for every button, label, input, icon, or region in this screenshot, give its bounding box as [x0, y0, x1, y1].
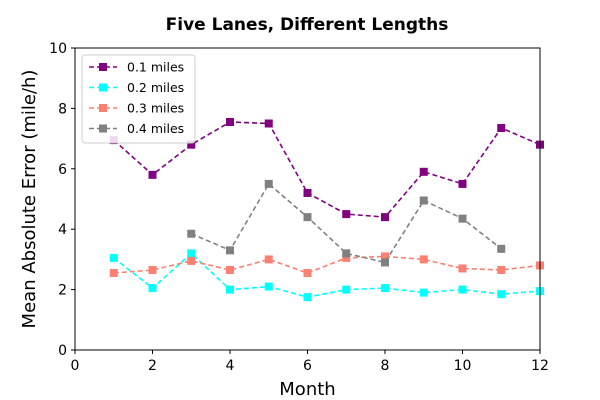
x-tick-label: 4	[226, 358, 235, 374]
chart-title: Five Lanes, Different Lengths	[166, 15, 449, 35]
x-tick-label: 2	[148, 358, 157, 374]
axis-ticks: 0 2 4 6 8 10 12 0 2 4 6 8 10	[49, 41, 549, 374]
data-point	[226, 117, 234, 126]
data-point	[381, 252, 389, 261]
y-axis-label: Mean Absolute Error (mile/h)	[19, 70, 40, 329]
x-tick-label: 10	[454, 358, 472, 374]
data-point	[419, 167, 428, 176]
data-point	[187, 229, 196, 238]
data-point	[419, 196, 428, 205]
legend-marker	[99, 83, 107, 92]
legend-label: 0.4 miles	[127, 121, 184, 136]
series-line-2	[113, 252, 541, 298]
data-point	[264, 255, 273, 264]
data-point	[381, 213, 389, 222]
x-tick-label: 6	[303, 358, 312, 374]
x-tick-label: 0	[71, 358, 80, 374]
data-point	[187, 256, 196, 265]
x-tick-label: 8	[381, 358, 390, 374]
series-line-4	[190, 182, 502, 264]
data-point	[458, 285, 467, 294]
data-point	[303, 293, 312, 302]
legend-box	[81, 54, 196, 144]
data-point	[458, 179, 467, 188]
data-point	[264, 179, 273, 188]
data-point	[497, 290, 506, 299]
data-point	[187, 140, 196, 149]
data-point	[497, 124, 506, 133]
data-point	[342, 253, 351, 262]
y-tick-label: 0	[58, 343, 67, 359]
data-point	[264, 282, 273, 291]
data-point	[497, 265, 506, 274]
data-point	[303, 268, 312, 277]
legend-marker	[99, 63, 107, 71]
y-tick-label: 8	[58, 101, 67, 117]
legend-label: 0.3 miles	[127, 101, 184, 116]
data-point	[419, 288, 428, 297]
data-point	[419, 255, 428, 264]
y-tick-label: 6	[58, 162, 67, 178]
data-point	[148, 265, 157, 274]
series-line-1	[113, 121, 541, 218]
data-point	[109, 268, 118, 277]
data-point	[226, 285, 234, 294]
plot-area	[109, 117, 544, 302]
data-point	[187, 249, 196, 258]
data-point	[381, 284, 389, 293]
series-line-3	[113, 255, 541, 274]
data-point	[342, 249, 351, 258]
x-tick-label: 12	[531, 358, 549, 374]
data-point	[303, 188, 312, 197]
data-point	[458, 264, 467, 273]
legend-marker	[99, 104, 107, 112]
y-tick-label: 4	[58, 222, 67, 238]
data-point	[226, 246, 234, 255]
legend-label: 0.1 miles	[127, 60, 184, 75]
legend-marker	[99, 124, 107, 133]
data-point	[497, 244, 506, 253]
y-tick-label: 2	[58, 283, 67, 299]
data-point	[381, 258, 389, 267]
data-point	[342, 285, 351, 294]
legend-label: 0.2 miles	[127, 80, 184, 95]
legend: 0.1 miles 0.2 miles 0.3 miles 0.4 miles	[81, 54, 196, 144]
data-point	[342, 210, 351, 219]
data-point	[303, 213, 312, 222]
data-point	[226, 265, 234, 274]
data-point	[148, 170, 157, 179]
data-point	[264, 119, 273, 128]
x-axis-label: Month	[279, 379, 335, 400]
y-tick-label: 10	[49, 41, 67, 57]
data-point	[458, 214, 467, 223]
data-point	[148, 284, 157, 293]
data-point	[109, 253, 118, 262]
